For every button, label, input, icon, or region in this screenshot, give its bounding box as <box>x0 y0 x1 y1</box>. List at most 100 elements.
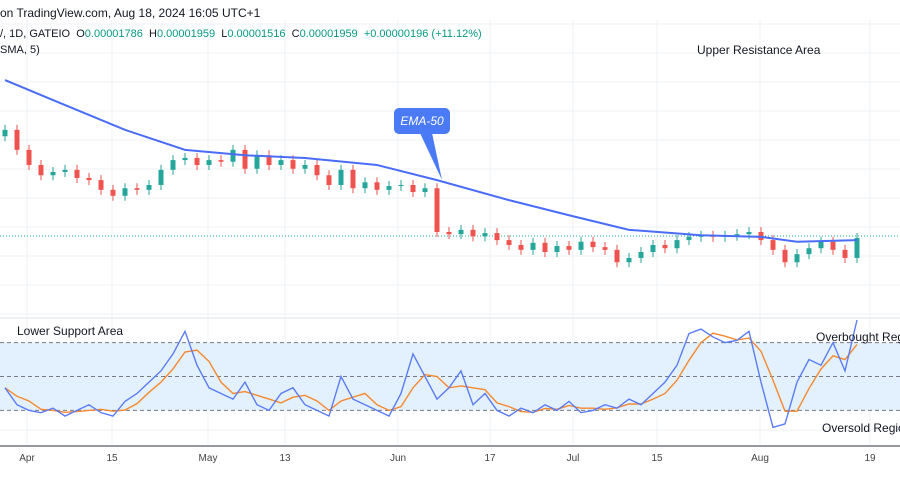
candle <box>254 155 260 169</box>
candle <box>818 241 824 249</box>
candle <box>770 240 776 250</box>
candle <box>86 177 92 181</box>
symbol: /, 1D, GATEIO <box>0 28 71 40</box>
candle <box>638 252 644 258</box>
candle <box>830 241 836 250</box>
candle <box>674 240 680 249</box>
upper-resistance-label: Upper Resistance Area <box>697 43 821 57</box>
candle <box>134 188 140 190</box>
candle <box>182 157 188 161</box>
candle <box>122 188 128 196</box>
candle <box>590 241 596 248</box>
low-value: 0.00001516 <box>227 28 286 40</box>
candle <box>158 169 164 185</box>
open-value: 0.00001786 <box>84 28 143 40</box>
candle <box>14 129 20 150</box>
candle <box>806 248 812 255</box>
candle <box>278 160 284 165</box>
candle <box>386 186 392 190</box>
candle <box>398 184 404 187</box>
candle <box>662 244 668 249</box>
indicator-legend: SMA, 5) <box>0 44 40 56</box>
candle <box>650 244 656 252</box>
candle <box>170 160 176 170</box>
ohlc-legend: /, 1D, GATEIO O0.00001786 H0.00001959 L0… <box>0 28 482 40</box>
candle <box>350 169 356 189</box>
candle <box>422 188 428 192</box>
candle <box>506 240 512 245</box>
candle <box>566 246 572 250</box>
candle <box>98 180 104 190</box>
candle <box>38 164 44 176</box>
oversold-label: Oversold Region <box>822 421 900 435</box>
candle <box>206 160 212 165</box>
candle <box>626 257 632 263</box>
x-tick-label: 15 <box>651 453 663 464</box>
high-label: H <box>149 28 157 40</box>
candle <box>794 254 800 263</box>
candle <box>266 155 272 165</box>
candle <box>326 175 332 185</box>
candle <box>686 236 692 241</box>
candle <box>110 189 116 196</box>
stoch-d-line <box>4 332 858 413</box>
candle <box>842 249 848 258</box>
candle <box>554 246 560 252</box>
source-line: on TradingView.com, Aug 18, 2024 16:05 U… <box>0 6 261 20</box>
x-tick-label: 17 <box>484 453 496 464</box>
x-tick-label: 13 <box>279 453 291 464</box>
x-tick-label: Apr <box>19 453 35 464</box>
x-tick-label: Jun <box>389 453 407 464</box>
x-tick-label: 15 <box>106 453 118 464</box>
candle <box>734 234 740 236</box>
candle <box>50 172 56 176</box>
candle <box>746 232 752 235</box>
candle <box>458 229 464 235</box>
candle <box>470 229 476 237</box>
overbought-label: Overbought Region <box>816 330 900 344</box>
candle <box>530 242 536 250</box>
high-value: 0.00001959 <box>156 28 216 40</box>
candle <box>74 169 80 178</box>
x-tick-label: May <box>198 453 218 464</box>
close-value: 0.00001959 <box>299 28 358 40</box>
x-tick-label: Jul <box>566 453 580 464</box>
candle <box>2 129 8 137</box>
candle <box>146 184 152 190</box>
change-value: +0.00000196 (+11.12%) <box>363 28 482 40</box>
x-tick-label: 19 <box>864 453 876 464</box>
close-label: C <box>291 28 300 40</box>
candle <box>374 182 380 190</box>
candle <box>302 164 308 169</box>
candle <box>782 249 788 263</box>
candle <box>290 160 296 169</box>
candle <box>230 149 236 162</box>
candle <box>338 169 344 185</box>
candle <box>602 247 608 250</box>
candle <box>494 233 500 241</box>
stoch-k-line <box>4 319 858 429</box>
open-label: O <box>76 28 85 40</box>
candle <box>410 184 416 192</box>
candle <box>542 242 548 252</box>
candle <box>26 149 32 165</box>
candle <box>434 188 440 232</box>
candle <box>62 169 68 172</box>
ema-callout: EMA-50 <box>394 108 450 134</box>
low-label: L <box>221 28 228 40</box>
candle <box>482 233 488 237</box>
candle <box>362 182 368 189</box>
lower-support-label: Lower Support Area <box>17 324 124 338</box>
ema-callout-pointer <box>420 133 442 180</box>
candle <box>854 237 860 258</box>
candle <box>698 235 704 237</box>
candle <box>242 149 248 169</box>
candle <box>578 241 584 250</box>
ema50-line <box>4 79 858 243</box>
candle <box>194 157 200 165</box>
x-tick-label: Aug <box>751 453 769 464</box>
candle <box>218 160 224 162</box>
candle <box>614 249 620 263</box>
